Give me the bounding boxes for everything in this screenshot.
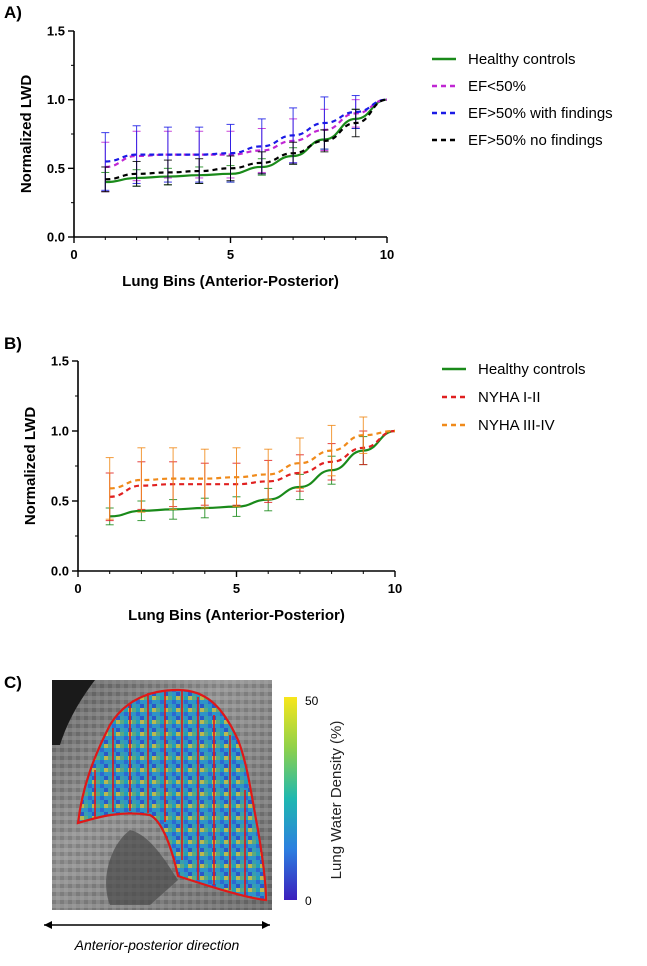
colorbar-title: Lung Water Density (%) — [328, 721, 345, 880]
direction-arrow-left-head — [44, 921, 52, 929]
x-axis-label: Lung Bins (Anterior-Posterior) — [128, 607, 345, 624]
series-healthy-controls — [101, 98, 388, 193]
legend-label: EF<50% — [468, 78, 526, 95]
direction-label: Anterior-posterior direction — [74, 937, 240, 953]
chart-a: 0.0 0.5 1.0 1.5 0 5 10 Lung Bins (Anterior-Post… — [18, 24, 613, 291]
legend-label: Healthy controls — [468, 51, 576, 68]
panel-a-letter: A) — [4, 3, 22, 22]
x-tick-label: 10 — [388, 581, 402, 596]
series-healthy-controls — [105, 429, 396, 526]
y-tick-label: 1.5 — [47, 24, 65, 39]
x-tick-label: 10 — [380, 247, 394, 262]
series-ef-50-with-findings — [101, 95, 388, 191]
x-tick-label: 0 — [74, 581, 81, 596]
legend-label: NYHA I-II — [478, 389, 541, 406]
y-tick-label: 1.0 — [51, 424, 69, 439]
legend-label: Healthy controls — [478, 361, 586, 378]
lung-bin-dividers — [94, 690, 246, 895]
y-tick-label: 0.5 — [51, 494, 69, 509]
series-line — [105, 98, 388, 184]
colorbar-max-label: 50 — [305, 694, 319, 708]
legend-label: EF>50% no findings — [468, 132, 603, 149]
y-tick-label: 0.0 — [47, 230, 65, 245]
series-line — [105, 98, 388, 163]
y-axis-label: Normalized LWD — [18, 75, 35, 194]
legend-label: EF>50% with findings — [468, 105, 613, 122]
direction-arrow-right-head — [262, 921, 270, 929]
y-tick-label: 0.5 — [47, 161, 65, 176]
y-tick-label: 1.0 — [47, 92, 65, 107]
x-tick-label: 5 — [227, 247, 234, 262]
series-nyha-iii-iv — [105, 416, 396, 520]
mri-dark-corner — [52, 680, 95, 745]
y-axis-label: Normalized LWD — [22, 407, 39, 526]
x-tick-label: 0 — [70, 247, 77, 262]
series-line — [105, 98, 388, 181]
series-ef-50-no-findings — [101, 98, 388, 193]
series-line — [109, 429, 396, 498]
mri-heart-shadow — [106, 830, 178, 905]
x-axis-label: Lung Bins (Anterior-Posterior) — [122, 273, 339, 290]
series-line — [109, 429, 396, 518]
y-tick-label: 0.0 — [51, 564, 69, 579]
series-nyha-i-ii — [105, 429, 396, 522]
colorbar-min-label: 0 — [305, 894, 312, 908]
series-line — [109, 429, 396, 490]
direction-arrow — [44, 921, 270, 929]
legend-label: NYHA III-IV — [478, 417, 555, 434]
series-line — [105, 98, 388, 169]
panel-c-letter: C) — [4, 673, 22, 692]
x-tick-label: 5 — [233, 581, 240, 596]
colorbar — [284, 697, 297, 900]
lung-outline — [76, 688, 268, 902]
chart-b: 0.0 0.5 1.0 1.5 0 5 10 Lung Bins (Anterior-Post… — [22, 354, 586, 625]
mri-image — [52, 680, 272, 910]
panel-b-letter: B) — [4, 334, 22, 353]
y-tick-label: 1.5 — [51, 354, 69, 369]
